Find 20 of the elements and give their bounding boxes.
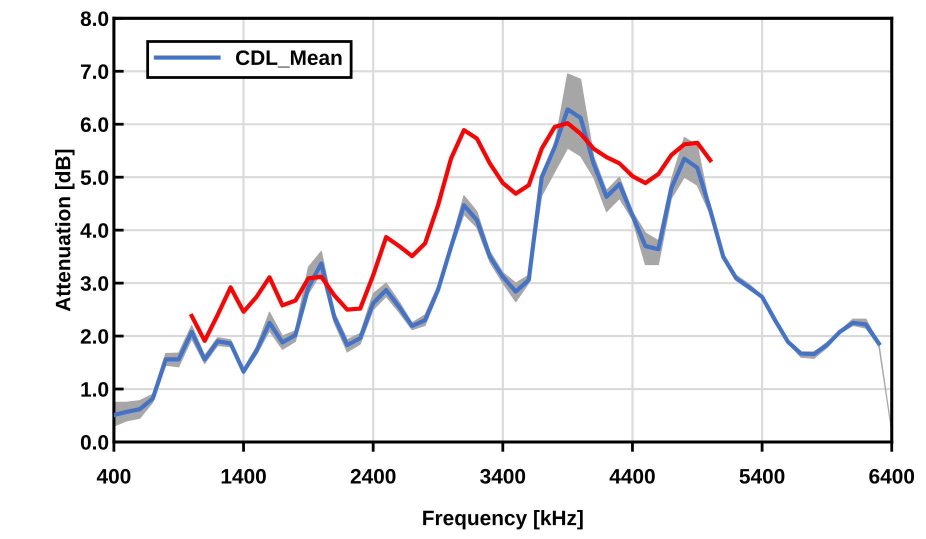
y-tick-label: 7.0 — [80, 64, 108, 80]
y-tick-label: 3.0 — [80, 276, 108, 291]
x-axis-title: Frequency [kHz] — [423, 510, 583, 530]
x-tick-label: 4400 — [610, 468, 655, 484]
y-tick-label: 4.0 — [80, 223, 108, 238]
y-tick-label: 8.0 — [80, 11, 108, 26]
legend-label: CDL_Mean — [236, 50, 342, 68]
x-tick-label: 2400 — [350, 468, 396, 484]
y-axis-title: Attenuation [dB] — [55, 150, 75, 312]
x-tick-label: 1400 — [222, 468, 266, 484]
x-tick-label: 5400 — [740, 468, 784, 484]
y-tick-label: 0.0 — [80, 434, 108, 450]
y-tick-label: 1.0 — [81, 382, 108, 397]
y-tick-label: 5.0 — [80, 170, 108, 185]
y-tick-label: 6.0 — [80, 117, 108, 132]
x-tick-label: 6400 — [869, 468, 914, 484]
y-tick-label: 2.0 — [80, 329, 108, 344]
x-tick-label: 3400 — [480, 468, 526, 484]
x-tick-label: 400 — [96, 468, 130, 484]
line-series — [190, 121, 712, 343]
